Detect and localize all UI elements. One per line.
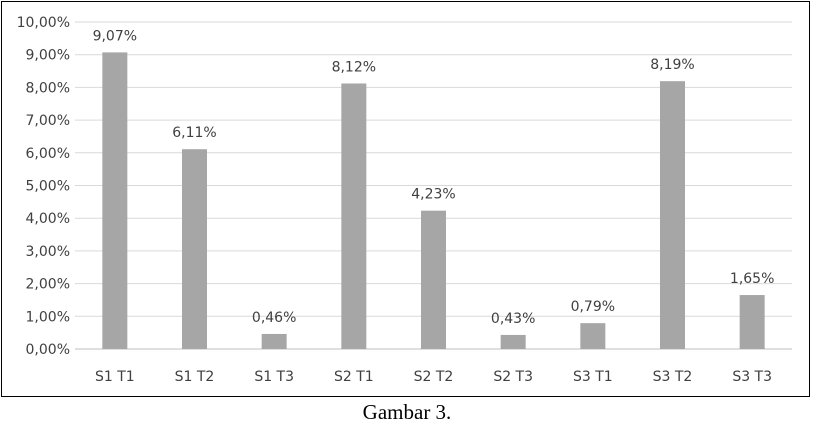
- data-label: 1,65%: [730, 271, 774, 287]
- figure-caption: Gambar 3.: [362, 400, 452, 424]
- x-tick-label: S2 T3: [493, 369, 533, 385]
- bar: [580, 323, 606, 349]
- bar: [500, 334, 526, 349]
- x-tick-label: S1 T2: [175, 369, 215, 385]
- data-label: 4,23%: [411, 187, 455, 203]
- bar: [421, 210, 446, 349]
- x-tick-label: S2 T2: [414, 369, 454, 385]
- data-labels: 9,07% 6,11% 0,46% 8,12% 4,23% 0,43% 0,79% 8,19%…: [93, 28, 775, 327]
- x-tick-label: S1 T1: [95, 369, 135, 385]
- bar: [739, 295, 765, 349]
- bar: [341, 83, 367, 349]
- data-label: 0,79%: [571, 299, 615, 315]
- y-tick-label: 6,00%: [26, 146, 70, 162]
- x-tick-label: S2 T1: [334, 369, 374, 385]
- bar: [261, 333, 287, 349]
- y-axis-tick-labels: 0,00% 1,00% 2,00% 3,00% 4,00% 5,00% 6,00% 7,00%…: [17, 15, 70, 358]
- y-tick-label: 10,00%: [17, 15, 70, 31]
- y-tick-label: 4,00%: [26, 211, 70, 227]
- y-tick-label: 3,00%: [26, 244, 70, 260]
- x-tick-label: S3 T1: [573, 369, 613, 385]
- x-axis-tick-labels: S1 T1 S1 T2 S1 T3 S2 T1 S2 T2 S2 T3 S3 T1 S3 T2…: [95, 369, 772, 385]
- bars: [102, 52, 765, 349]
- data-label: 0,43%: [491, 311, 535, 327]
- data-label: 8,19%: [650, 57, 694, 73]
- bar: [660, 81, 685, 349]
- y-tick-label: 1,00%: [26, 309, 70, 325]
- x-tick-label: S3 T2: [653, 369, 693, 385]
- x-tick-label: S3 T3: [732, 369, 772, 385]
- data-label: 8,12%: [332, 59, 376, 75]
- data-label: 6,11%: [172, 125, 216, 141]
- y-tick-label: 2,00%: [26, 277, 70, 293]
- x-tick-label: S1 T3: [254, 369, 294, 385]
- bar: [102, 52, 128, 349]
- bar-chart: 0,00% 1,00% 2,00% 3,00% 4,00% 5,00% 6,00% 7,00%…: [17, 15, 792, 385]
- data-label: 9,07%: [93, 28, 137, 44]
- y-tick-label: 7,00%: [26, 113, 70, 129]
- y-tick-label: 8,00%: [26, 80, 70, 96]
- bar: [182, 149, 207, 349]
- data-label: 0,46%: [252, 310, 296, 326]
- y-tick-label: 5,00%: [26, 179, 70, 195]
- y-tick-label: 9,00%: [26, 48, 70, 64]
- y-tick-label: 0,00%: [26, 342, 70, 358]
